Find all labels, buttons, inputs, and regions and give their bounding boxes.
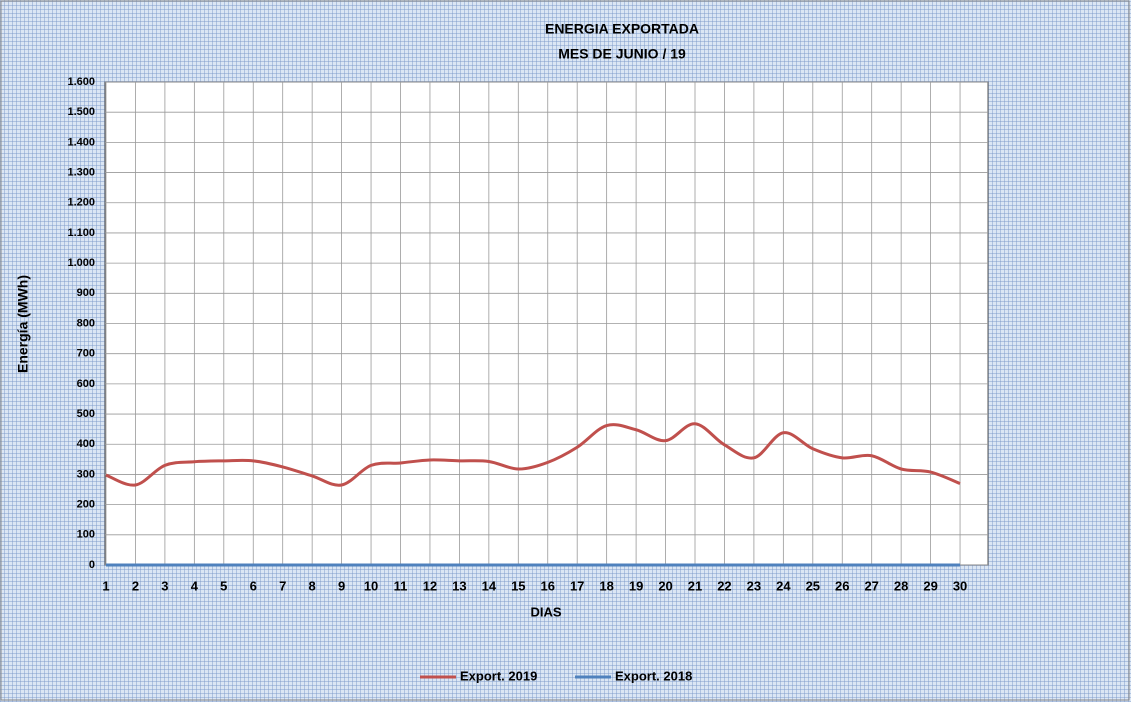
x-tick-label: 27 xyxy=(864,578,878,593)
x-tick-label: 2 xyxy=(132,578,139,593)
y-tick-label: 700 xyxy=(77,348,95,360)
y-axis-label: Energía (MWh) xyxy=(15,275,31,373)
y-tick-label: 1.000 xyxy=(67,257,95,269)
x-tick-label: 23 xyxy=(747,578,761,593)
y-tick-label: 900 xyxy=(77,287,95,299)
x-tick-label: 28 xyxy=(894,578,908,593)
y-tick-label: 300 xyxy=(77,468,95,480)
x-tick-label: 24 xyxy=(776,578,791,593)
x-tick-label: 4 xyxy=(191,578,199,593)
x-tick-label: 13 xyxy=(452,578,466,593)
x-tick-label: 20 xyxy=(658,578,672,593)
x-tick-label: 7 xyxy=(279,578,286,593)
series-line xyxy=(105,422,961,487)
x-tick-label: 19 xyxy=(629,578,643,593)
y-tick-label: 600 xyxy=(77,378,95,390)
y-tick-label: 100 xyxy=(77,529,95,541)
y-tick-label: 1.500 xyxy=(67,106,95,118)
y-tick-label: 0 xyxy=(89,559,95,571)
chart-title: ENERGIA EXPORTADA xyxy=(545,21,699,37)
y-tick-label: 200 xyxy=(77,499,95,511)
y-tick-label: 500 xyxy=(77,408,95,420)
x-tick-label: 14 xyxy=(482,578,497,593)
x-tick-label: 25 xyxy=(806,578,820,593)
x-tick-label: 11 xyxy=(394,578,408,593)
y-tick-label: 1.600 xyxy=(67,76,95,88)
x-tick-label: 9 xyxy=(338,578,345,593)
x-tick-label: 8 xyxy=(309,578,316,593)
x-tick-label: 15 xyxy=(511,578,525,593)
y-tick-label: 1.100 xyxy=(67,227,95,239)
y-tick-label: 1.300 xyxy=(67,166,95,178)
x-tick-label: 22 xyxy=(717,578,731,593)
x-tick-label: 16 xyxy=(541,578,555,593)
y-tick-label: 800 xyxy=(77,317,95,329)
x-tick-label: 17 xyxy=(570,578,584,593)
x-tick-label: 29 xyxy=(923,578,937,593)
x-tick-label: 12 xyxy=(423,578,437,593)
chart-subtitle: MES DE JUNIO / 19 xyxy=(558,46,686,62)
y-tick-label: 1.200 xyxy=(67,197,95,209)
x-tick-label: 6 xyxy=(250,578,257,593)
x-tick-label: 26 xyxy=(835,578,849,593)
x-tick-label: 5 xyxy=(220,578,227,593)
legend-label: Export. 2019 xyxy=(460,668,537,683)
x-axis-label: DIAS xyxy=(530,604,561,619)
x-tick-label: 1 xyxy=(102,578,109,593)
y-tick-label: 1.400 xyxy=(67,136,95,148)
x-tick-label: 3 xyxy=(161,578,168,593)
x-tick-label: 10 xyxy=(364,578,378,593)
legend-label: Export. 2018 xyxy=(615,668,692,683)
x-tick-label: 18 xyxy=(599,578,613,593)
x-tick-label: 30 xyxy=(953,578,967,593)
y-tick-label: 400 xyxy=(77,438,95,450)
x-tick-label: 21 xyxy=(688,578,702,593)
